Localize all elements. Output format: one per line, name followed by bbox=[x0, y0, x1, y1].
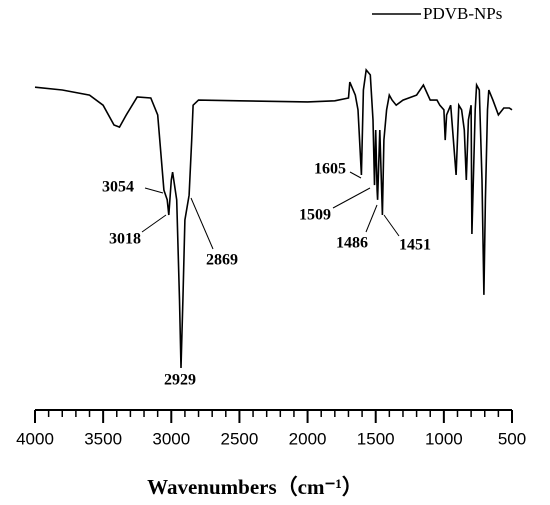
x-tick-label: 3500 bbox=[84, 429, 122, 448]
peak-label: 1605 bbox=[314, 161, 346, 178]
peak-label: 3018 bbox=[109, 231, 141, 248]
peak-label: 3054 bbox=[102, 179, 134, 196]
leader-line bbox=[144, 187, 164, 194]
x-tick-label: 1500 bbox=[357, 429, 395, 448]
peak-label: 2869 bbox=[206, 252, 238, 269]
legend-label: PDVB-NPs bbox=[423, 4, 502, 23]
peak-label: 1509 bbox=[299, 207, 331, 224]
leader-line bbox=[349, 171, 362, 179]
x-tick-label: 2500 bbox=[221, 429, 259, 448]
x-tick-label: 2000 bbox=[289, 429, 327, 448]
leader-line bbox=[141, 214, 167, 233]
leader-line bbox=[332, 187, 371, 209]
leader-line bbox=[365, 204, 378, 233]
x-tick-label: 3000 bbox=[152, 429, 190, 448]
peak-label: 2929 bbox=[164, 372, 196, 389]
leader-line bbox=[190, 197, 214, 250]
spectrum-line bbox=[34, 67, 513, 369]
x-tick-label: 500 bbox=[498, 429, 526, 448]
x-tick-label: 1000 bbox=[425, 429, 463, 448]
peak-label: 1486 bbox=[336, 235, 368, 252]
leader-line bbox=[383, 214, 400, 237]
x-axis-title: Wavenumbers（cm⁻¹） bbox=[147, 475, 363, 499]
x-tick-label: 4000 bbox=[16, 429, 54, 448]
peak-label: 1451 bbox=[399, 237, 431, 254]
